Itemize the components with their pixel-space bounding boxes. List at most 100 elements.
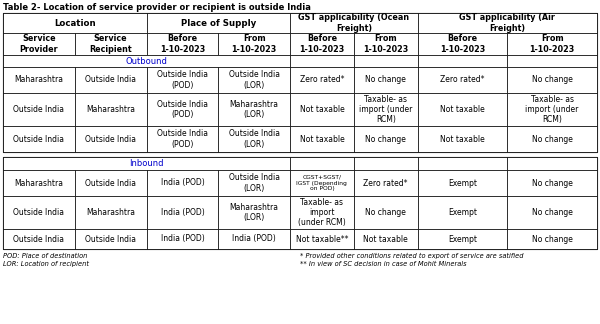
Bar — [290, 126, 354, 152]
Bar — [418, 55, 508, 67]
Bar — [218, 170, 290, 196]
Text: Not taxable**: Not taxable** — [296, 235, 348, 244]
Text: * Provided other conditions related to export of service are satified: * Provided other conditions related to e… — [300, 253, 523, 259]
Text: Outside India: Outside India — [85, 75, 136, 85]
Bar — [290, 67, 354, 93]
Bar — [3, 93, 75, 126]
Bar — [3, 33, 75, 55]
Bar — [75, 126, 146, 152]
Bar — [354, 33, 418, 55]
Text: From
1-10-2023: From 1-10-2023 — [232, 34, 277, 54]
Bar — [290, 196, 354, 229]
Bar — [508, 67, 597, 93]
Text: Outbound: Outbound — [125, 56, 167, 65]
Text: GST applicability (Ocean
Freight): GST applicability (Ocean Freight) — [298, 13, 409, 33]
Bar — [508, 33, 597, 55]
Bar — [75, 67, 146, 93]
Bar — [508, 229, 597, 249]
Bar — [354, 170, 418, 196]
Text: Place of Supply: Place of Supply — [181, 18, 256, 28]
Text: Outside India
(LOR): Outside India (LOR) — [229, 173, 280, 193]
Bar — [218, 126, 290, 152]
Bar — [290, 33, 354, 55]
Text: Outside India
(LOR): Outside India (LOR) — [229, 70, 280, 90]
Bar — [418, 93, 508, 126]
Bar — [146, 170, 218, 196]
Bar — [218, 33, 290, 55]
Text: Exempt: Exempt — [448, 179, 477, 188]
Text: No change: No change — [532, 235, 572, 244]
Bar — [290, 157, 354, 170]
Bar — [75, 93, 146, 126]
Bar — [146, 67, 218, 93]
Bar — [3, 196, 75, 229]
Bar — [354, 196, 418, 229]
Text: Taxable- as
import (under
RCM): Taxable- as import (under RCM) — [359, 95, 412, 124]
Text: GST applicability (Air
Freight): GST applicability (Air Freight) — [460, 13, 555, 33]
Text: Outside India
(POD): Outside India (POD) — [157, 129, 208, 149]
Text: India (POD): India (POD) — [161, 179, 204, 188]
Text: India (POD): India (POD) — [232, 235, 276, 244]
Bar — [3, 157, 290, 170]
Text: Outside India: Outside India — [85, 134, 136, 144]
Text: Zero rated*: Zero rated* — [440, 75, 485, 85]
Bar — [418, 126, 508, 152]
Bar — [146, 93, 218, 126]
Bar — [290, 13, 418, 33]
Bar — [508, 196, 597, 229]
Bar — [354, 55, 418, 67]
Text: Before
1-10-2023: Before 1-10-2023 — [299, 34, 344, 54]
Text: Taxable- as
import
(under RCM): Taxable- as import (under RCM) — [298, 198, 346, 227]
Bar — [418, 170, 508, 196]
Text: Not taxable: Not taxable — [299, 134, 344, 144]
Bar — [418, 196, 508, 229]
Bar — [290, 93, 354, 126]
Bar — [3, 55, 290, 67]
Bar — [418, 13, 597, 33]
Bar — [218, 93, 290, 126]
Text: Before
1-10-2023: Before 1-10-2023 — [440, 34, 485, 54]
Text: Outside India: Outside India — [13, 105, 64, 114]
Text: CGST+SGST/
IGST (Depending
on POD): CGST+SGST/ IGST (Depending on POD) — [296, 175, 347, 191]
Text: Outside India
(POD): Outside India (POD) — [157, 70, 208, 90]
Text: Zero rated*: Zero rated* — [364, 179, 408, 188]
Text: Inbound: Inbound — [129, 159, 164, 168]
Text: Before
1-10-2023: Before 1-10-2023 — [160, 34, 205, 54]
Bar — [3, 126, 75, 152]
Text: Not taxable: Not taxable — [299, 105, 344, 114]
Text: Maharashtra: Maharashtra — [86, 208, 135, 217]
Text: ** In view of SC decision in case of Mohit Minerals: ** In view of SC decision in case of Moh… — [300, 261, 467, 267]
Bar — [218, 67, 290, 93]
Text: Exempt: Exempt — [448, 208, 477, 217]
Bar — [75, 170, 146, 196]
Bar — [508, 55, 597, 67]
Bar — [146, 196, 218, 229]
Text: From
1-10-2023: From 1-10-2023 — [363, 34, 409, 54]
Text: Table 2- Location of service provider or recipient is outside India: Table 2- Location of service provider or… — [3, 3, 311, 11]
Text: Outside India: Outside India — [13, 235, 64, 244]
Text: Maharashtra: Maharashtra — [86, 105, 135, 114]
Text: LOR: Location of recipient: LOR: Location of recipient — [3, 261, 89, 267]
Text: No change: No change — [532, 179, 572, 188]
Bar — [354, 126, 418, 152]
Bar — [354, 67, 418, 93]
Text: No change: No change — [365, 134, 406, 144]
Text: Outside India: Outside India — [85, 179, 136, 188]
Bar — [290, 229, 354, 249]
Text: Not taxable: Not taxable — [440, 134, 485, 144]
Text: No change: No change — [365, 208, 406, 217]
Bar — [218, 196, 290, 229]
Bar — [218, 229, 290, 249]
Text: Outside India: Outside India — [13, 208, 64, 217]
Bar — [290, 170, 354, 196]
Bar — [418, 157, 508, 170]
Bar — [354, 93, 418, 126]
Bar — [508, 126, 597, 152]
Text: India (POD): India (POD) — [161, 235, 204, 244]
Bar — [3, 170, 75, 196]
Bar — [354, 157, 418, 170]
Text: No change: No change — [532, 208, 572, 217]
Text: Not taxable: Not taxable — [440, 105, 485, 114]
Text: Zero rated*: Zero rated* — [299, 75, 344, 85]
Bar — [3, 13, 597, 152]
